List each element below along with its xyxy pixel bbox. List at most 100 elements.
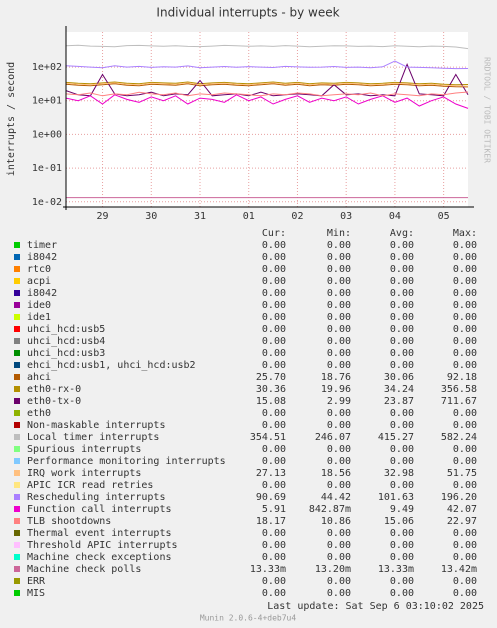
legend-swatch [14, 326, 20, 332]
stat-value: 0.00 [453, 588, 477, 599]
stat-value: 0.00 [262, 360, 286, 371]
series-line [65, 44, 469, 50]
stat-value: 0.00 [453, 252, 477, 263]
stat-value: 0.00 [262, 240, 286, 251]
stat-value: 34.24 [384, 384, 414, 395]
stat-value: 0.00 [390, 408, 414, 419]
stat-value: 0.00 [327, 540, 351, 551]
legend-label: Spurious interrupts [27, 444, 141, 455]
legend-label: ahci [27, 372, 51, 383]
stat-value: 0.00 [453, 300, 477, 311]
stat-value: 5.91 [262, 504, 286, 515]
x-tick-label: 31 [194, 211, 206, 222]
stat-value: 13.33m [250, 564, 286, 575]
stat-value: 0.00 [453, 324, 477, 335]
stat-value: 18.56 [321, 468, 351, 479]
stat-value: 0.00 [453, 360, 477, 371]
stat-value: 0.00 [262, 456, 286, 467]
stat-value: 0.00 [327, 360, 351, 371]
stat-value: 51.75 [447, 468, 477, 479]
stat-value: 0.00 [453, 552, 477, 563]
legend-swatch [14, 530, 20, 536]
legend-swatch [14, 362, 20, 368]
stat-value: 13.42m [441, 564, 477, 575]
stat-value: 0.00 [453, 288, 477, 299]
legend-swatch [14, 278, 20, 284]
series-line [65, 91, 469, 97]
stat-value: 356.58 [441, 384, 477, 395]
legend-label: eth0-tx-0 [27, 396, 81, 407]
stat-value: 0.00 [327, 588, 351, 599]
series-line [65, 82, 469, 87]
legend-label: acpi [27, 276, 51, 287]
stat-value: 0.00 [327, 444, 351, 455]
legend-swatch [14, 578, 20, 584]
stat-value: 23.87 [384, 396, 414, 407]
legend-label: uhci_hcd:usb4 [27, 336, 105, 347]
last-update: Last update: Sat Sep 6 03:10:02 2025 [267, 601, 484, 612]
stat-value: 0.00 [390, 324, 414, 335]
stat-value: 0.00 [327, 480, 351, 491]
version: Munin 2.0.6-4+deb7u4 [200, 614, 297, 623]
stat-value: 0.00 [453, 336, 477, 347]
stat-value: 0.00 [262, 324, 286, 335]
stat-value: 0.00 [390, 420, 414, 431]
stat-value: 0.00 [327, 240, 351, 251]
stat-value: 19.96 [321, 384, 351, 395]
stat-value: 0.00 [390, 552, 414, 563]
legend-label: uhci_hcd:usb5 [27, 324, 105, 335]
series-line [65, 83, 469, 88]
stat-value: 9.49 [390, 504, 414, 515]
series-line [65, 60, 469, 70]
legend-label: Rescheduling interrupts [27, 492, 165, 503]
x-tick-label: 04 [389, 211, 401, 222]
stat-value: 0.00 [327, 252, 351, 263]
x-tick-label: 03 [340, 211, 352, 222]
stat-value: 18.17 [256, 516, 286, 527]
x-tick-label: 29 [97, 211, 109, 222]
legend-label: Machine check exceptions [27, 552, 172, 563]
y-tick-label: 1e+00 [32, 129, 62, 140]
legend-swatch [14, 410, 20, 416]
stat-header: Cur: [262, 228, 286, 239]
stat-header: Max: [453, 228, 477, 239]
legend-swatch [14, 242, 20, 248]
stat-value: 30.06 [384, 372, 414, 383]
legend-swatch [14, 302, 20, 308]
stat-value: 582.24 [441, 432, 477, 443]
plot-area [66, 32, 468, 207]
legend-swatch [14, 470, 20, 476]
legend-label: uhci_hcd:usb3 [27, 348, 105, 359]
y-tick-label: 1e-01 [32, 163, 62, 174]
stat-value: 0.00 [262, 300, 286, 311]
stat-value: 0.00 [453, 408, 477, 419]
legend-label: ERR [27, 576, 46, 587]
stat-value: 0.00 [390, 456, 414, 467]
stat-value: 0.00 [390, 300, 414, 311]
legend-swatch [14, 254, 20, 260]
stat-value: 0.00 [390, 240, 414, 251]
legend-swatch [14, 434, 20, 440]
stat-value: 0.00 [453, 456, 477, 467]
legend-swatch [14, 290, 20, 296]
stat-value: 90.69 [256, 492, 286, 503]
stat-value: 0.00 [262, 264, 286, 275]
stat-value: 0.00 [390, 576, 414, 587]
stat-value: 15.08 [256, 396, 286, 407]
legend-swatch [14, 506, 20, 512]
stat-value: 354.51 [250, 432, 286, 443]
y-tick-label: 1e+02 [32, 62, 62, 73]
stat-value: 10.86 [321, 516, 351, 527]
stat-value: 0.00 [327, 336, 351, 347]
x-tick-label: 05 [438, 211, 450, 222]
legend-swatch [14, 518, 20, 524]
stat-value: 0.00 [262, 252, 286, 263]
stat-value: 13.33m [378, 564, 414, 575]
stat-value: 711.67 [441, 396, 477, 407]
legend-label: eth0-rx-0 [27, 384, 81, 395]
stat-value: 0.00 [327, 348, 351, 359]
stat-value: 0.00 [390, 252, 414, 263]
stat-value: 0.00 [390, 264, 414, 275]
stat-value: 0.00 [262, 312, 286, 323]
y-axis-label: interrupts / second [6, 62, 17, 176]
